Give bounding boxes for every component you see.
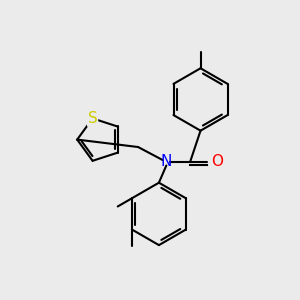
- Text: O: O: [211, 154, 223, 169]
- Text: S: S: [88, 111, 98, 126]
- Text: N: N: [161, 154, 172, 169]
